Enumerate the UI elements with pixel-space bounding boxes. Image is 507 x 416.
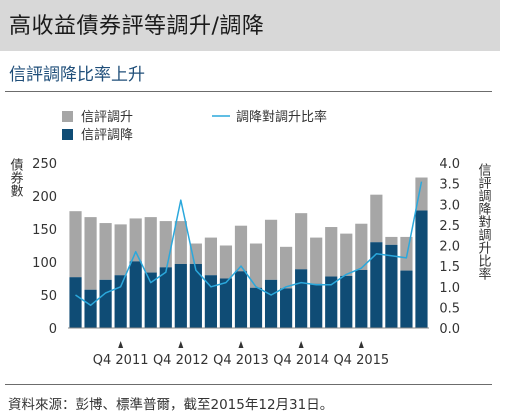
y-axis-label-right: 信評調降對調升比率: [476, 163, 492, 280]
ratio-line-layer: [75, 181, 423, 307]
y-tick-right-label: 2.0: [439, 240, 460, 255]
y-axis-right-ticks: 4.0 3.5 3.0 2.5 2.0 1.5 1.0 0.5 0.0: [439, 157, 460, 337]
y-tick-right-label: 0.5: [439, 301, 460, 316]
bar-downgrades: [415, 210, 428, 328]
x-tick-label: Q4 2015: [333, 353, 389, 368]
source-note: 資料來源：彭博、標準普爾，截至2015年12月31日。: [8, 397, 334, 413]
bar-downgrades: [219, 278, 233, 328]
bar-upgrades: [340, 233, 353, 276]
bar-upgrades: [310, 237, 323, 284]
subtitle-divider: [5, 91, 492, 92]
legend-swatch-upgrades: [62, 111, 73, 122]
x-tick-marker: [358, 341, 364, 348]
bar-downgrades: [114, 275, 127, 328]
bar-upgrades: [69, 211, 82, 278]
bar-downgrades: [400, 270, 413, 328]
legend: 信評調升 信評調降 調降對調升比率: [62, 109, 327, 143]
bar-upgrades: [114, 224, 127, 276]
title-bar: [0, 0, 500, 51]
bar-upgrades: [415, 177, 428, 211]
y-tick-right-label: 1.0: [439, 281, 460, 296]
y-tick-left-label: 0: [49, 322, 57, 337]
y-axis-left-ticks: 250 200 150 100 50 0: [32, 157, 57, 337]
y-tick-right-label: 3.0: [439, 198, 460, 213]
y-tick-left-label: 150: [32, 223, 57, 238]
bar-upgrades: [264, 219, 278, 280]
ratio-line: [75, 181, 423, 307]
y-tick-right-label: 0.0: [439, 322, 460, 337]
bar-downgrades: [325, 276, 338, 328]
bar-downgrades: [264, 279, 278, 328]
bar-upgrades: [280, 246, 293, 289]
y-tick-right-label: 4.0: [439, 157, 460, 172]
y-tick-left-label: 100: [32, 256, 57, 271]
x-tick-label: Q4 2013: [213, 353, 269, 368]
bars: [69, 177, 428, 328]
legend-label-downgrades: 信評調降: [81, 128, 133, 143]
chart-subtitle: 信評調降比率上升: [9, 65, 145, 85]
bar-downgrades: [340, 275, 353, 328]
legend-label-upgrades: 信評調升: [81, 110, 133, 125]
bar-downgrades: [385, 244, 398, 328]
bar-upgrades: [174, 221, 187, 264]
y-tick-left-label: 250: [32, 157, 57, 172]
bar-upgrades: [355, 223, 368, 270]
bar-downgrades: [280, 288, 293, 328]
bar-upgrades: [400, 236, 413, 271]
bar-upgrades: [325, 227, 338, 277]
x-tick-marker: [118, 341, 124, 348]
bar-downgrades: [295, 269, 308, 328]
legend-swatch-downgrades: [62, 129, 73, 140]
bar-upgrades: [385, 236, 398, 245]
bar-upgrades: [99, 223, 112, 280]
bar-downgrades: [234, 271, 248, 328]
bar-downgrades: [84, 289, 97, 328]
bar-downgrades: [249, 287, 263, 328]
bar-downgrades: [174, 263, 187, 328]
bar-downgrades: [99, 279, 112, 328]
x-tick-marker: [178, 341, 184, 348]
bar-downgrades: [204, 275, 217, 328]
bar-downgrades: [310, 283, 323, 328]
legend-label-ratio: 調降對調升比率: [236, 109, 327, 125]
x-tick-marker: [298, 341, 304, 348]
bar-upgrades: [234, 225, 248, 272]
bar-downgrades: [370, 242, 383, 328]
bar-upgrades: [249, 243, 263, 288]
x-tick-label: Q4 2012: [153, 353, 209, 368]
bar-downgrades: [159, 267, 172, 328]
y-tick-right-label: 2.5: [439, 219, 460, 234]
chart-title: 高收益債券評等調升/調降: [9, 14, 265, 39]
bar-downgrades: [189, 263, 202, 328]
y-axis-label-left: 債券數: [8, 158, 24, 198]
x-tick-label: Q4 2011: [93, 353, 149, 368]
y-tick-left-label: 50: [40, 289, 57, 304]
y-tick-right-label: 1.5: [439, 260, 460, 275]
bar-downgrades: [129, 261, 142, 328]
bar-upgrades: [84, 217, 97, 290]
bar-upgrades: [370, 194, 383, 243]
bar-upgrades: [295, 213, 308, 270]
bar-downgrades: [144, 272, 157, 328]
bar-upgrades: [129, 218, 142, 262]
bar-upgrades: [159, 221, 172, 268]
x-tick-label: Q4 2014: [273, 353, 329, 368]
x-tick-marker: [238, 341, 244, 348]
bar-downgrades: [69, 277, 82, 328]
bar-upgrades: [204, 237, 217, 276]
x-axis-ticks: Q4 2011 Q4 2012 Q4 2013 Q4 2014 Q4 2015: [93, 341, 389, 368]
bar-upgrades: [144, 217, 157, 273]
source-divider: [5, 384, 492, 385]
y-tick-right-label: 3.5: [439, 178, 460, 193]
bar-downgrades: [355, 269, 368, 328]
bar-upgrades: [219, 245, 233, 279]
y-tick-left-label: 200: [32, 190, 57, 205]
